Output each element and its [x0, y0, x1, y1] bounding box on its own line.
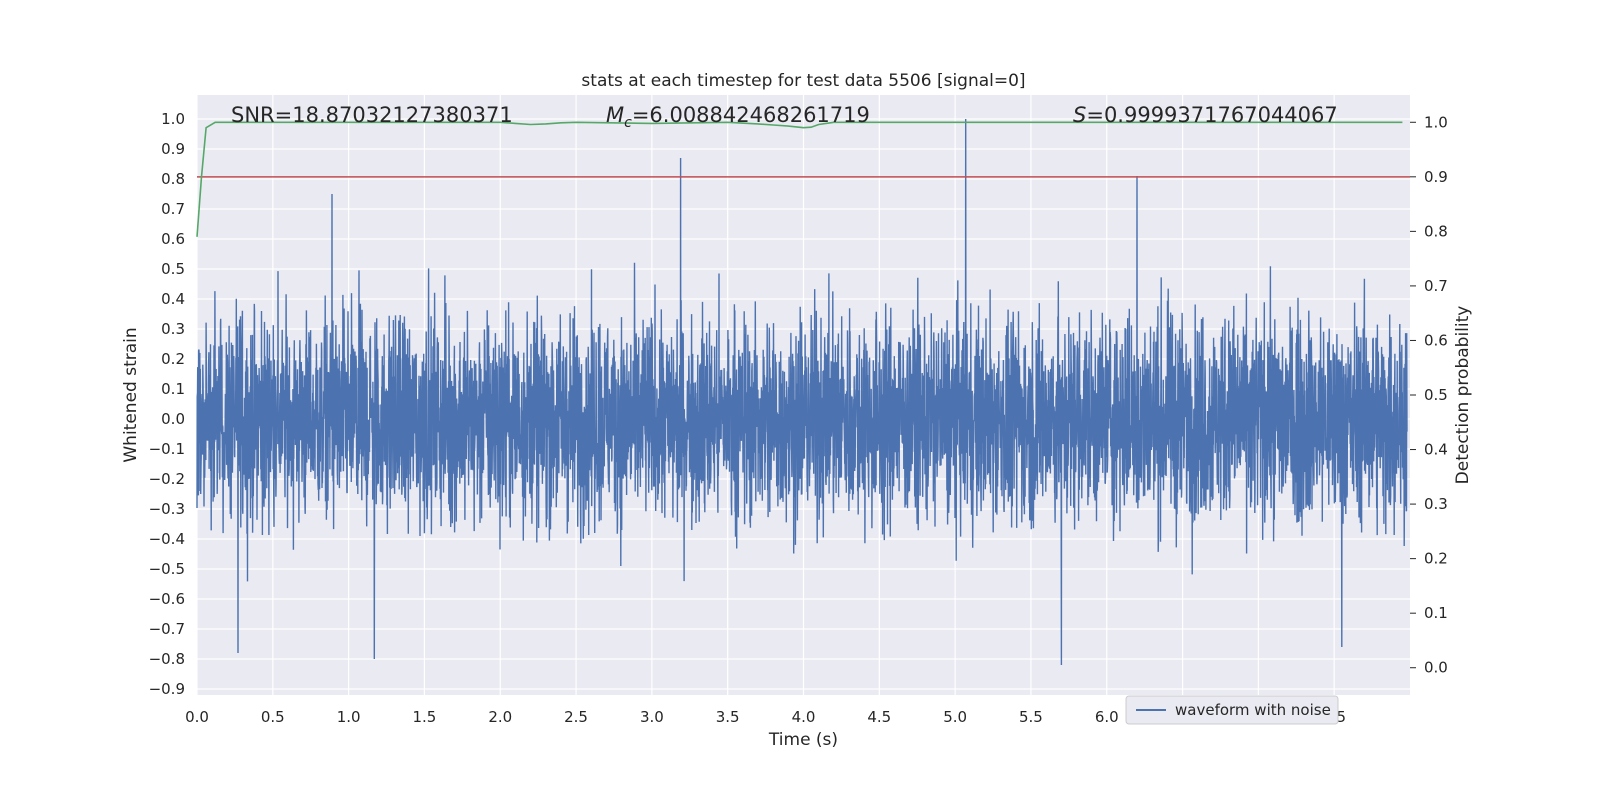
y-axis-label: Whitened strain — [121, 327, 141, 462]
x-tick-label: 4.0 — [792, 708, 816, 726]
y-tick-label: −0.1 — [149, 440, 185, 458]
y2-tick-label: 0.8 — [1424, 222, 1448, 240]
y-tick-label: 0.3 — [161, 320, 185, 338]
x-tick-label: 2.5 — [564, 708, 588, 726]
y2-axis-label: Detection probability — [1453, 306, 1473, 485]
detection-probability-line — [196, 121, 1403, 237]
y-tick-label: −0.2 — [149, 470, 185, 488]
y-tick-label: 0.0 — [161, 410, 185, 428]
snr-annotation: SNR=18.87032127380371 — [231, 103, 513, 127]
mc-subscript: c — [624, 115, 632, 131]
x-tick-label: 5.5 — [1019, 708, 1043, 726]
y-tick-label: −0.5 — [149, 560, 185, 578]
y-tick-label: 0.5 — [161, 260, 185, 278]
s-value: =0.9999371767044067 — [1086, 103, 1337, 127]
y-tick-label: −0.9 — [149, 680, 185, 698]
y-tick-label: 0.9 — [161, 140, 185, 158]
legend-box — [1125, 695, 1339, 725]
x-tick-label: 2.0 — [488, 708, 512, 726]
y-tick-label: −0.8 — [149, 650, 185, 668]
mc-symbol: M — [606, 103, 624, 127]
y-tick-label: 1.0 — [161, 110, 185, 128]
y2-tick-label: 0.5 — [1424, 386, 1448, 404]
y-tick-label: −0.4 — [149, 530, 185, 548]
y2-tick-label: 1.0 — [1424, 113, 1448, 131]
y-tick-label: 0.8 — [161, 170, 185, 188]
x-tick-label: 6.0 — [1095, 708, 1119, 726]
x-tick-label: 3.5 — [716, 708, 740, 726]
legend: waveform with noise — [1125, 695, 1339, 725]
y2-tick-label: 0.7 — [1424, 277, 1448, 295]
legend-label-waveform: waveform with noise — [1175, 701, 1331, 719]
x-tick-label: 3.0 — [640, 708, 664, 726]
x-tick-label: 5.0 — [943, 708, 967, 726]
y2-tick-label: 0.1 — [1424, 604, 1448, 622]
y2-tick-label: 0.2 — [1424, 550, 1448, 568]
y-tick-label: 0.2 — [161, 350, 185, 368]
waveform-line — [196, 118, 1408, 666]
mc-value: =6.008842468261719 — [632, 103, 870, 127]
chart-title: stats at each timestep for test data 550… — [581, 71, 1025, 91]
s-symbol: S — [1073, 103, 1086, 127]
x-tick-label: 0.5 — [261, 708, 285, 726]
y2-tick-label: 0.0 — [1424, 659, 1448, 677]
x-axis-label: Time (s) — [768, 730, 838, 750]
y2-tick-label: 0.9 — [1424, 168, 1448, 186]
tick-layer: 0.00.51.01.52.02.53.03.54.04.55.05.56.06… — [149, 110, 1448, 726]
y2-tick-label: 0.3 — [1424, 495, 1448, 513]
chirp-mass-annotation: Mc=6.008842468261719 — [606, 103, 870, 131]
series-layer — [196, 118, 1410, 666]
y-tick-label: 0.6 — [161, 230, 185, 248]
detection-statistic-annotation: S=0.9999371767044067 — [1073, 103, 1338, 127]
y-tick-label: 0.7 — [161, 200, 185, 218]
y2-tick-label: 0.6 — [1424, 331, 1448, 349]
y-tick-label: −0.6 — [149, 590, 185, 608]
y-tick-label: 0.4 — [161, 290, 185, 308]
y-tick-label: 0.1 — [161, 380, 185, 398]
y2-tick-label: 0.4 — [1424, 441, 1448, 459]
x-tick-label: 1.0 — [337, 708, 361, 726]
x-tick-label: 0.0 — [185, 708, 209, 726]
y-tick-label: −0.7 — [149, 620, 185, 638]
x-tick-label: 1.5 — [413, 708, 437, 726]
y-tick-label: −0.3 — [149, 500, 185, 518]
x-tick-label: 4.5 — [867, 708, 891, 726]
